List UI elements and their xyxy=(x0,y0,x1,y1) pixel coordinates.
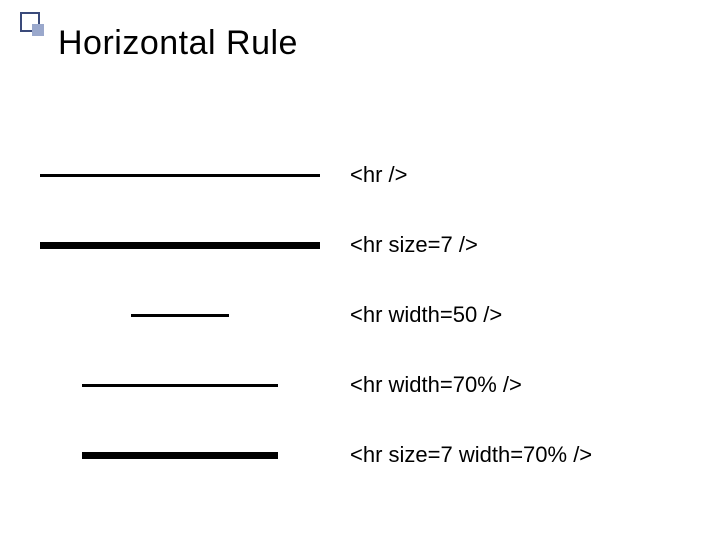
hr-line xyxy=(40,174,320,177)
hr-code-label: <hr size=7 /> xyxy=(320,232,478,258)
hr-line xyxy=(82,384,278,387)
hr-code-label: <hr /> xyxy=(320,162,407,188)
hr-demo xyxy=(40,174,320,177)
hr-code-label: <hr width=70% /> xyxy=(320,372,522,398)
hr-demo xyxy=(40,314,320,317)
hr-code-label: <hr width=50 /> xyxy=(320,302,502,328)
hr-demo xyxy=(40,384,320,387)
square-fill-icon xyxy=(32,24,44,36)
hr-demo xyxy=(40,452,320,459)
hr-line xyxy=(40,242,320,249)
list-item: <hr /> xyxy=(40,140,680,210)
list-item: <hr size=7 /> xyxy=(40,210,680,280)
page-title: Horizontal Rule xyxy=(58,24,298,63)
hr-demo xyxy=(40,242,320,249)
list-item: <hr size=7 width=70% /> xyxy=(40,420,680,490)
examples-list: <hr /> <hr size=7 /> <hr width=50 /> <hr… xyxy=(40,140,680,490)
hr-line xyxy=(82,452,278,459)
list-item: <hr width=70% /> xyxy=(40,350,680,420)
hr-code-label: <hr size=7 width=70% /> xyxy=(320,442,592,468)
hr-line xyxy=(131,314,229,317)
list-item: <hr width=50 /> xyxy=(40,280,680,350)
slide: Horizontal Rule <hr /> <hr size=7 /> <hr… xyxy=(0,0,720,540)
